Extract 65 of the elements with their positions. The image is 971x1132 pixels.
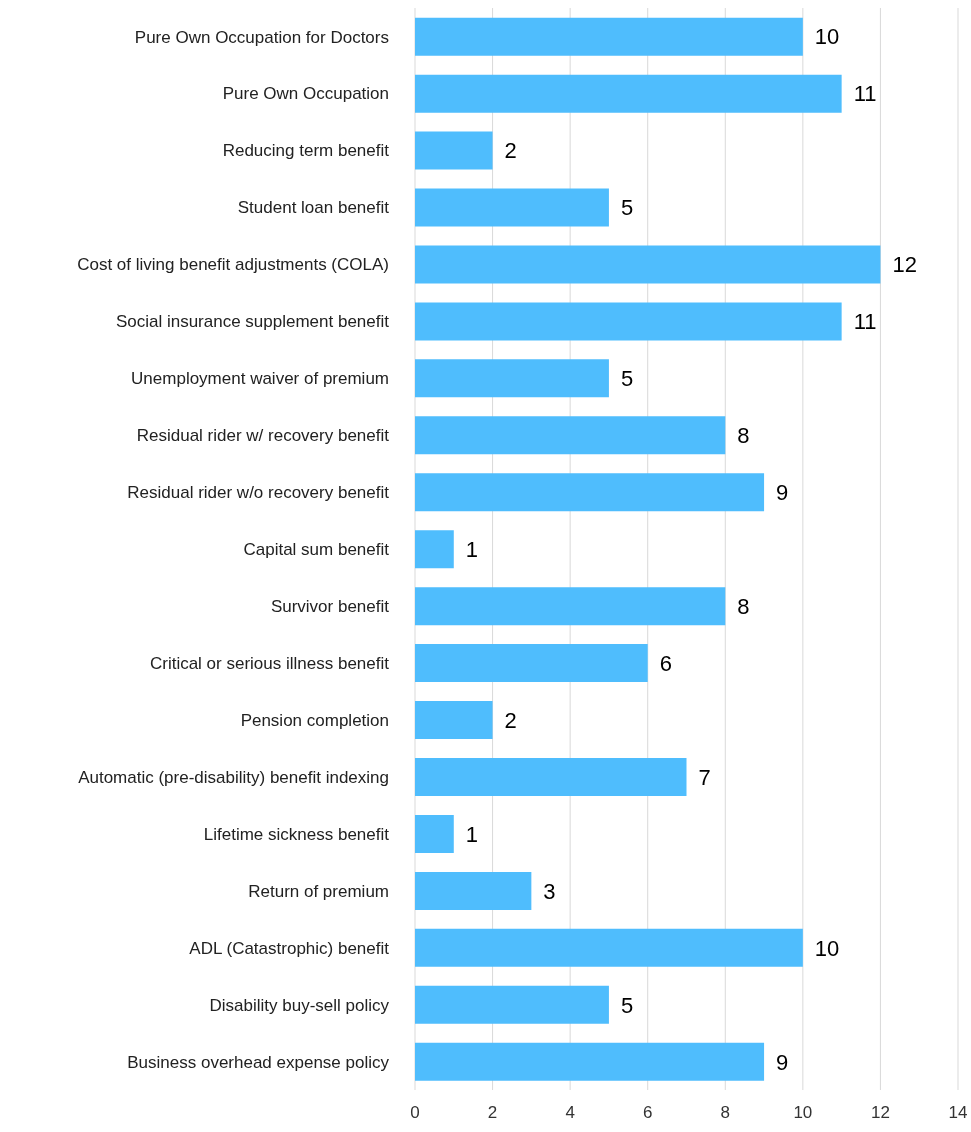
- data-label: 8: [737, 593, 750, 619]
- bar: [415, 985, 609, 1024]
- data-label: 5: [620, 992, 634, 1018]
- data-label: 9: [776, 1049, 789, 1075]
- x-tick-label: 0: [410, 1103, 420, 1123]
- x-tick-label: 12: [870, 1103, 890, 1123]
- data-label: 2: [504, 138, 517, 164]
- bar: [415, 530, 454, 569]
- y-tick-label: Pension completion: [240, 710, 389, 730]
- y-tick-label: Critical or serious illness benefit: [149, 653, 390, 673]
- y-tick-label: Business overhead expense policy: [127, 1052, 390, 1072]
- x-tick-label: 6: [642, 1103, 653, 1123]
- x-tick-label: 2: [487, 1103, 498, 1123]
- bar: [415, 871, 532, 910]
- x-tick-label: 10: [793, 1103, 813, 1123]
- y-tick-label: Social insurance supplement benefit: [115, 312, 390, 332]
- bar: [415, 359, 609, 398]
- bar: [415, 74, 842, 113]
- y-tick-label: Disability buy-sell policy: [209, 995, 390, 1015]
- data-label: 10: [814, 935, 840, 961]
- x-tick-label: 4: [565, 1103, 575, 1123]
- bar: [415, 1042, 765, 1081]
- bar: [415, 758, 687, 796]
- bar: [415, 17, 803, 56]
- y-tick-label: Lifetime sickness benefit: [203, 824, 390, 844]
- data-label: 1: [465, 537, 479, 563]
- data-label: 8: [737, 423, 750, 449]
- data-label: 12: [892, 252, 917, 278]
- x-tick-label: 14: [948, 1103, 968, 1123]
- bar: [415, 814, 454, 853]
- data-label: 1: [465, 821, 479, 847]
- data-label: 11: [853, 81, 877, 107]
- data-label: 7: [698, 764, 711, 790]
- bar: [415, 587, 726, 626]
- bar: [415, 473, 765, 512]
- bar: [415, 131, 493, 170]
- data-label: 9: [776, 480, 789, 506]
- y-tick-label: Return of premium: [248, 881, 389, 901]
- bar: [415, 188, 609, 227]
- bar: [415, 416, 726, 455]
- x-tick-label: 8: [720, 1103, 731, 1123]
- y-tick-label: Cost of living benefit adjustments (COLA): [77, 255, 389, 275]
- data-label: 11: [853, 309, 877, 335]
- y-tick-label: Pure Own Occupation: [222, 84, 389, 104]
- data-label: 5: [620, 366, 634, 392]
- bar: [415, 928, 803, 967]
- y-tick-label: Reducing term benefit: [222, 141, 390, 161]
- y-tick-label: Capital sum benefit: [243, 540, 390, 560]
- y-tick-label: Residual rider w/ recovery benefit: [136, 426, 390, 446]
- y-tick-label: Student loan benefit: [237, 198, 390, 218]
- bar: [415, 245, 881, 284]
- data-label: 10: [814, 24, 840, 50]
- bar: [415, 644, 648, 683]
- y-tick-label: Unemployment waiver of premium: [131, 369, 389, 389]
- bar: [415, 302, 842, 341]
- data-label: 6: [659, 650, 672, 676]
- y-tick-label: Automatic (pre-disability) benefit indexing: [78, 767, 389, 787]
- y-tick-label: Pure Own Occupation for Doctors: [134, 27, 389, 47]
- data-label: 2: [504, 707, 517, 733]
- y-tick-label: ADL (Catastrophic) benefit: [189, 938, 390, 958]
- bar: [415, 701, 493, 740]
- y-tick-label: Survivor benefit: [270, 596, 390, 616]
- data-label: 3: [543, 878, 556, 904]
- data-label: 5: [620, 195, 634, 221]
- y-tick-label: Residual rider w/o recovery benefit: [127, 483, 390, 503]
